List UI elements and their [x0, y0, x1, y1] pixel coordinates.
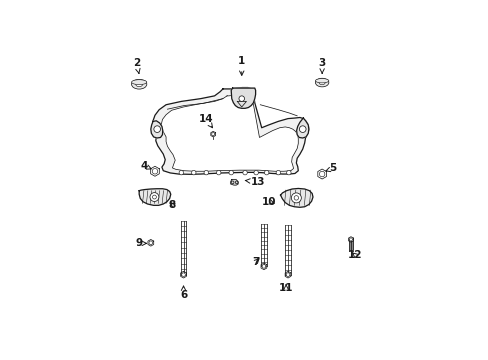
Circle shape — [203, 170, 208, 175]
Circle shape — [154, 126, 160, 132]
Text: 1: 1 — [238, 56, 245, 75]
Text: 12: 12 — [347, 250, 362, 260]
Circle shape — [239, 96, 244, 102]
Polygon shape — [152, 87, 308, 174]
Circle shape — [228, 170, 233, 175]
Text: 13: 13 — [245, 177, 265, 187]
Circle shape — [262, 265, 265, 268]
Circle shape — [291, 193, 301, 203]
Text: 9: 9 — [135, 238, 146, 248]
Circle shape — [182, 273, 185, 276]
Polygon shape — [231, 88, 255, 108]
Text: 6: 6 — [180, 286, 187, 300]
Text: 10: 10 — [262, 197, 276, 207]
Circle shape — [150, 193, 159, 202]
Circle shape — [216, 170, 221, 175]
Text: 11: 11 — [278, 283, 293, 293]
Circle shape — [211, 132, 214, 136]
Circle shape — [152, 168, 158, 174]
Circle shape — [179, 170, 183, 175]
Ellipse shape — [136, 82, 142, 87]
Polygon shape — [161, 94, 298, 171]
Text: 14: 14 — [198, 114, 213, 128]
Text: 5: 5 — [325, 163, 336, 174]
Ellipse shape — [315, 78, 328, 83]
Ellipse shape — [131, 80, 146, 85]
Circle shape — [253, 170, 258, 175]
Circle shape — [191, 170, 196, 175]
Polygon shape — [280, 188, 312, 207]
Ellipse shape — [131, 79, 146, 89]
Circle shape — [276, 170, 280, 175]
Ellipse shape — [315, 78, 328, 87]
Polygon shape — [230, 180, 238, 185]
Circle shape — [349, 238, 352, 241]
Circle shape — [149, 241, 152, 244]
Text: 2: 2 — [133, 58, 140, 73]
Circle shape — [286, 170, 290, 175]
Text: 4: 4 — [140, 161, 151, 171]
Circle shape — [152, 195, 156, 199]
Text: 7: 7 — [251, 257, 259, 267]
Polygon shape — [296, 118, 308, 138]
Circle shape — [319, 171, 324, 177]
Circle shape — [243, 170, 247, 175]
Polygon shape — [139, 189, 170, 205]
Circle shape — [293, 195, 298, 200]
Text: 8: 8 — [168, 199, 176, 210]
Circle shape — [264, 170, 268, 175]
Circle shape — [299, 126, 305, 132]
Ellipse shape — [319, 80, 325, 85]
Text: 3: 3 — [318, 58, 325, 73]
Circle shape — [285, 273, 289, 276]
Polygon shape — [150, 121, 163, 138]
